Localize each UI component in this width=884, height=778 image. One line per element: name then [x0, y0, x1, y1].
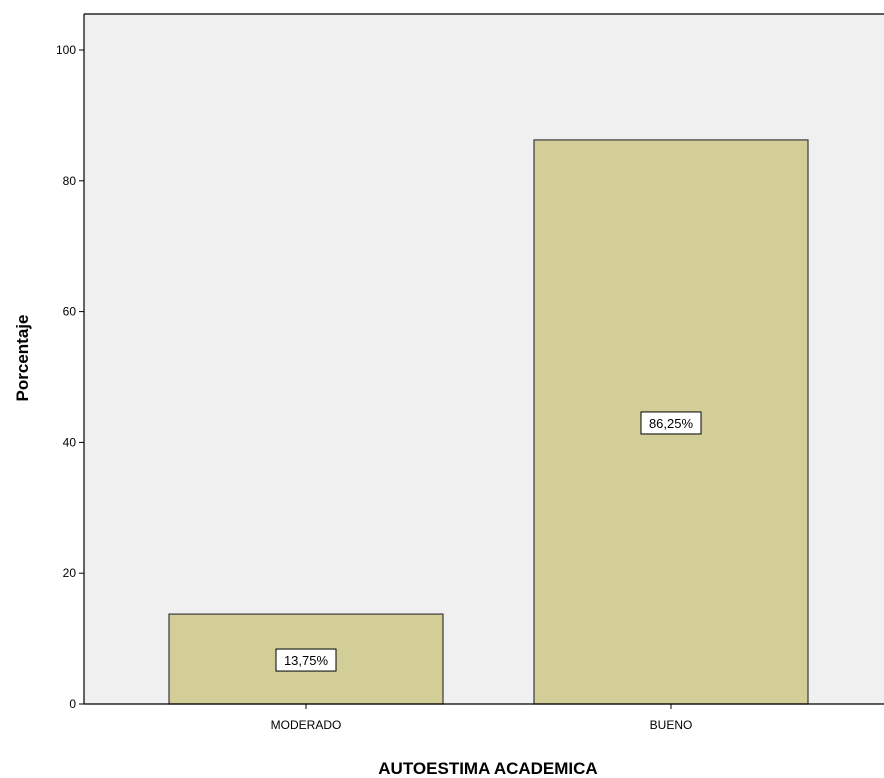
data-label: 13,75%	[284, 653, 329, 668]
y-tick-label: 60	[63, 305, 77, 319]
x-tick-label: MODERADO	[271, 718, 342, 732]
data-labels-group: 13,75% 86,25%	[275, 411, 702, 672]
y-tick-label: 40	[63, 435, 77, 449]
y-tick-label: 0	[69, 697, 76, 711]
x-axis-ticks: MODERADO BUENO	[271, 704, 693, 732]
y-tick-label: 20	[63, 566, 77, 580]
x-axis-title: AUTOESTIMA ACADEMICA	[378, 759, 597, 778]
data-label-box	[275, 648, 337, 672]
data-label-box	[640, 411, 702, 435]
y-tick-label: 80	[63, 174, 77, 188]
y-axis-ticks: 0 20 40 60 80 100	[56, 43, 84, 711]
y-axis-title: Porcentaje	[13, 315, 32, 402]
y-tick-label: 100	[56, 43, 76, 57]
data-label: 86,25%	[649, 416, 694, 431]
x-tick-label: BUENO	[650, 718, 693, 732]
